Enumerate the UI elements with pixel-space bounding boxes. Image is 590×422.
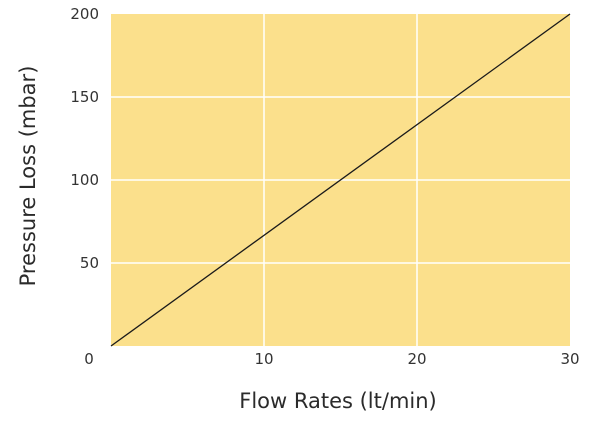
y-axis-title: Pressure Loss (mbar): [16, 66, 40, 287]
y-tick-label-200: 200: [70, 5, 99, 23]
series-line-0: [110, 13, 571, 347]
x-tick-label-30: 30: [560, 350, 579, 368]
y-axis-ticks: 50 100 150 200: [70, 5, 99, 272]
y-tick-label-150: 150: [70, 88, 99, 106]
x-axis-title: Flow Rates (lt/min): [239, 389, 437, 413]
y-tick-label-50: 50: [80, 254, 99, 272]
x-axis-ticks: 0 10 20 30: [84, 350, 579, 368]
x-tick-label-0: 0: [84, 350, 94, 368]
x-tick-label-20: 20: [407, 350, 426, 368]
series-layer: [110, 13, 571, 347]
x-tick-label-10: 10: [254, 350, 273, 368]
y-tick-label-100: 100: [70, 171, 99, 189]
